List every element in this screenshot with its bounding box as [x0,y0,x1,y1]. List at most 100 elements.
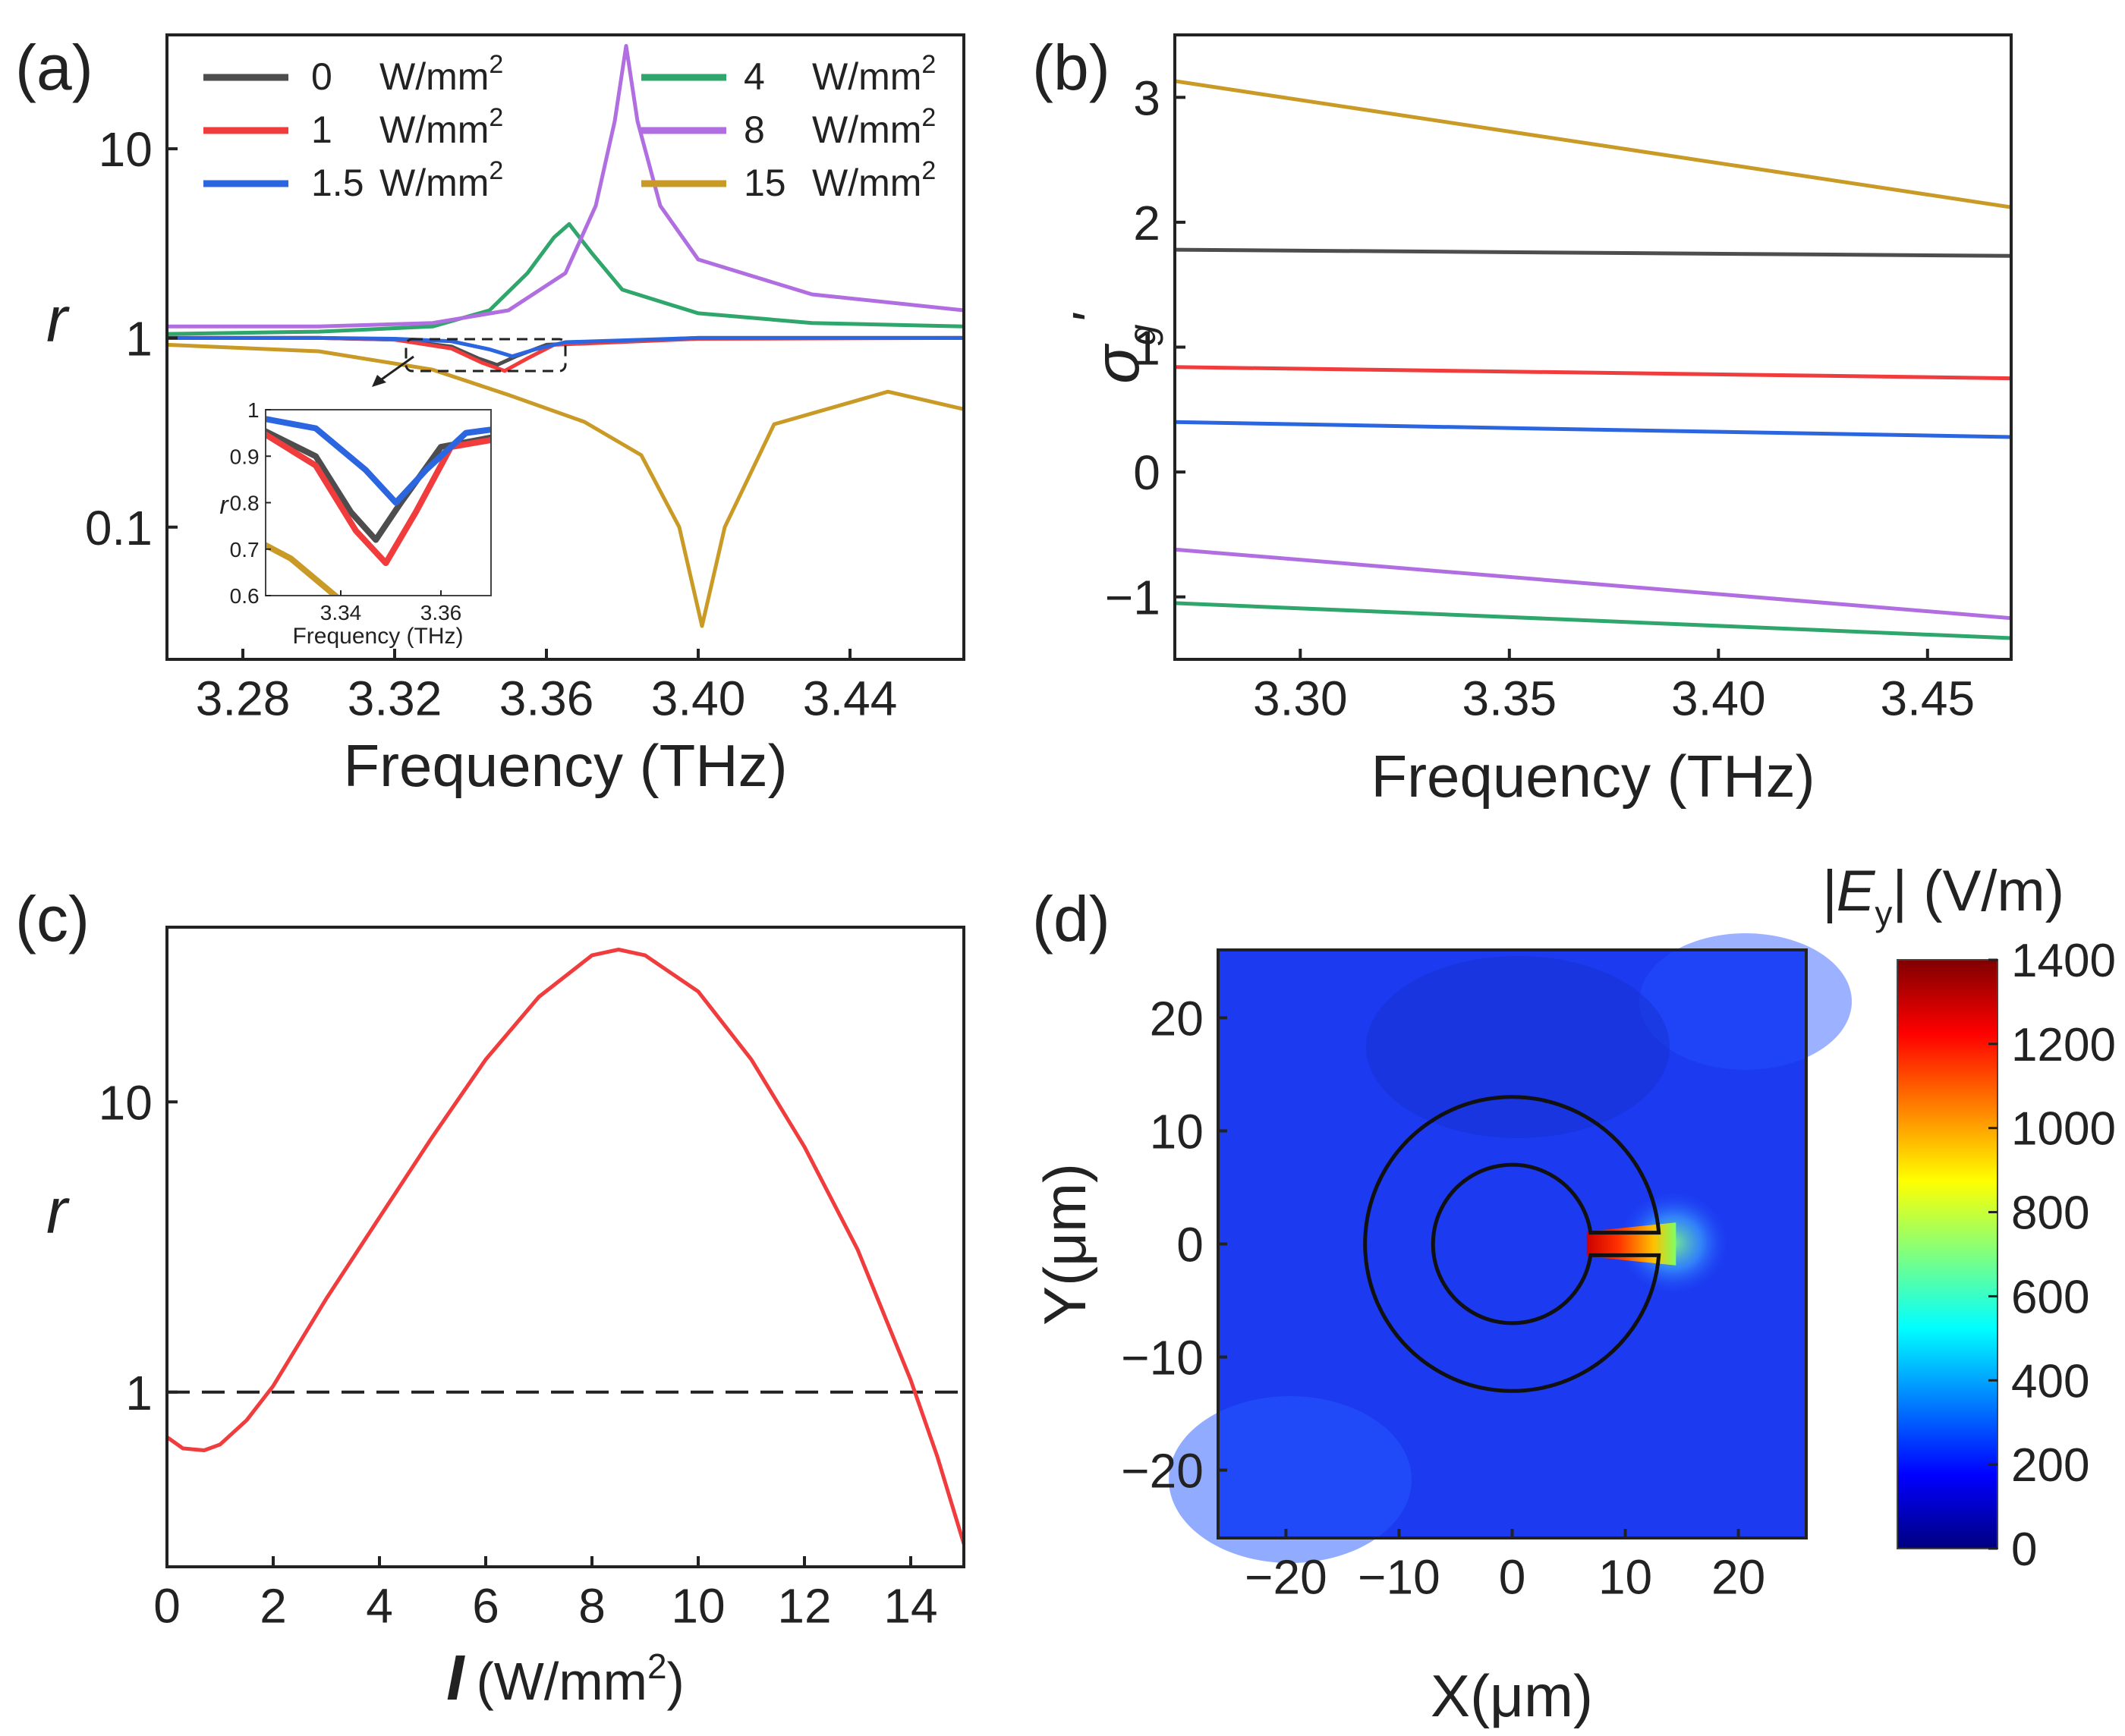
y-tick-label: 0.1 [85,501,153,555]
svg-text:σg': σg' [1062,312,1163,383]
inset-plot-area [266,416,491,596]
svg-text:I(W/mm2): I (W/mm2) [446,1642,685,1713]
y-tick-label: 10 [1150,1105,1204,1159]
field-dark-patch [1366,956,1670,1138]
x-tick-label: 20 [1711,1550,1765,1605]
x-tick-label: 3.35 [1462,671,1557,726]
series-line-0 [266,428,491,543]
inset-ticks: 3.34 3.36 0.6 0.7 0.8 0.9 1 [230,398,462,624]
panel-a-legend: 0 W/mm2 1 W/mm2 1.5 W/mm2 4 W/mm2 8 [203,50,936,204]
y-tick-label: 0 [1176,1218,1204,1272]
legend-sup-3: 2 [921,50,936,79]
panel-c-xlabel-close: ) [667,1652,685,1711]
panel-d-label: (d) [1032,883,1110,954]
colorbar-title-sub: y [1875,894,1892,933]
colorbar-tick-label: 800 [2011,1187,2089,1240]
legend-entry-2: 1.5 W/mm2 [203,156,503,204]
panel-c-xlabel-symbol: I [446,1642,465,1713]
legend-entry-3: 4 W/mm2 [641,50,936,98]
legend-unit-0: W/mm [379,55,489,98]
panel-b-xlabel: Frequency (THz) [1371,743,1815,810]
panel-b-plot-area [1175,79,2011,640]
panel-a-frame [165,33,965,661]
panel-b-ylabel-sigma: σ [1081,343,1152,384]
y-tick-label: −1 [1105,571,1160,625]
field-map [1169,933,1852,1563]
panel-a-plot-area [167,44,964,628]
x-tick-label: 14 [883,1579,937,1634]
panel-a-ylabel: r [46,284,70,355]
y-tick-label: 10 [99,1075,153,1130]
panel-c-xlabel-sup: 2 [647,1646,667,1686]
colorbar-tick-label: 200 [2011,1439,2089,1492]
svg-text:W/mm2: W/mm2 [379,103,503,151]
panel-a-label: (a) [15,32,93,103]
y-tick-label: 0 [1133,445,1160,500]
split-ring [1363,1095,1676,1393]
y-tick-label: 2 [1133,196,1160,250]
panel-b-ylabel: σg' [1062,312,1163,383]
panel-c-ylabel: r [46,1175,70,1247]
zoom-arrow [379,355,414,382]
field-bright-patch [1639,933,1852,1070]
colorbar-tick-label: 1200 [2011,1019,2116,1071]
colorbar-tick-label: 1400 [2011,935,2116,987]
colorbar [1897,959,1998,1549]
y-tick-label: 1 [125,1366,153,1420]
x-tick-label: 0 [1499,1550,1526,1605]
legend-value-0: 0 [311,55,332,98]
x-tick-label: 3.36 [499,671,594,726]
colorbar-title: |E [1821,859,1876,923]
y-tick-label: 0.8 [230,492,260,515]
x-tick-label: 6 [472,1579,499,1634]
x-tick-label: 3.45 [1881,671,1975,726]
colorbar-ticks: 0 200 400 600 800 1000 1200 1400 [1988,935,2116,1576]
panel-d-ylabel: Y(μm) [1031,1163,1098,1326]
legend-value-3: 4 [744,55,765,98]
legend-sup-1: 2 [489,103,503,132]
legend-unit-3: W/mm [812,55,921,98]
series-line-2 [266,416,491,506]
series-line-4 [167,44,964,329]
legend-value-1: 1 [311,108,332,151]
panel-d: (d) −20 −10 0 10 20 −20 −10 0 10 20 X(μm) Y(μm) 0… [1031,859,2116,1729]
y-tick-label: 3 [1133,71,1160,125]
legend-value-4: 8 [744,108,765,151]
panel-b-ylabel-prime: ' [1062,312,1121,324]
series-line-3 [167,222,964,336]
x-tick-label: 3.40 [651,671,746,726]
ring-outline [1363,1095,1661,1393]
x-tick-label: −20 [1245,1550,1327,1605]
panel-c-label: (c) [15,883,90,954]
legend-unit-4: W/mm [812,108,921,151]
svg-text:|Ey| (V/m): |Ey| (V/m) [1821,859,2064,933]
series-line-3 [1175,420,2011,439]
legend-entry-4: 8 W/mm2 [641,103,936,151]
inset-ylabel: r [219,491,229,520]
colorbar-tick-label: 400 [2011,1355,2089,1407]
panel-c-xlabel-unit: (W/mm [476,1652,647,1711]
legend-sup-5: 2 [921,156,936,185]
legend-entry-1: 1 W/mm2 [203,103,503,151]
svg-text:W/mm2: W/mm2 [812,103,936,151]
legend-sup-2: 2 [489,156,503,185]
zoom-arrow-head [372,375,386,387]
colorbar-tick-label: 600 [2011,1271,2089,1323]
panel-a-xlabel: Frequency (THz) [343,732,787,799]
svg-text:W/mm2: W/mm2 [812,156,936,204]
x-tick-label: 4 [366,1579,393,1634]
series-line-0 [1175,79,2011,209]
x-tick-label: 2 [260,1579,287,1634]
panel-d-ticks: −20 −10 0 10 20 −20 −10 0 10 20 [1121,991,1765,1604]
panel-c-ticks: 0 2 4 6 8 10 12 14 1 10 [99,1075,938,1633]
panel-b-label: (b) [1032,32,1110,103]
legend-unit-2: W/mm [379,162,489,204]
series-line-5 [167,342,964,628]
svg-text:W/mm2: W/mm2 [379,50,503,98]
legend-value-2: 1.5 [311,162,364,204]
x-tick-label: 3.40 [1671,671,1766,726]
x-tick-label: 0 [153,1579,181,1634]
